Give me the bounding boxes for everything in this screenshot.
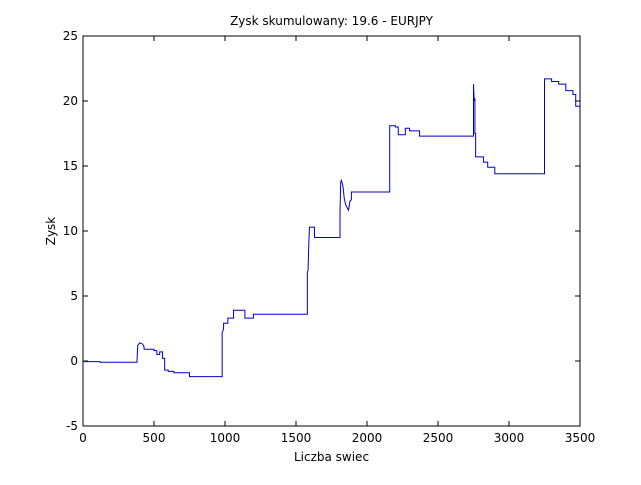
x-tick-label: 2500 — [423, 431, 454, 445]
plot-area — [83, 36, 580, 426]
series-layer — [83, 78, 580, 378]
chart-title: Zysk skumulowany: 19.6 - EURJPY — [230, 14, 433, 28]
x-axis-ticks: 0 500 1000 1500 2000 2500 3000 3500 — [79, 36, 595, 445]
plot-frame — [82, 35, 581, 427]
x-tick-label: 2000 — [352, 431, 383, 445]
x-tick-label: 0 — [79, 431, 87, 445]
y-tick-label: 20 — [63, 94, 78, 108]
y-axis-ticks: -5 0 5 10 15 20 25 — [63, 29, 580, 433]
y-axis-label: Zysk — [44, 217, 58, 246]
x-tick-label: 1500 — [281, 431, 312, 445]
y-tick-label: 15 — [63, 159, 78, 173]
y-tick-label: 10 — [63, 224, 78, 238]
y-tick-label: 5 — [70, 289, 78, 303]
x-tick-label: 3500 — [565, 431, 596, 445]
y-tick-label: -5 — [66, 419, 78, 433]
x-tick-label: 3000 — [494, 431, 525, 445]
x-tick-label: 1000 — [210, 431, 241, 445]
y-tick-label: 0 — [70, 354, 78, 368]
x-tick-label: 500 — [143, 431, 166, 445]
y-tick-label: 25 — [63, 29, 78, 43]
x-axis-label: Liczba swiec — [294, 450, 369, 464]
series-line-0 — [83, 78, 580, 378]
